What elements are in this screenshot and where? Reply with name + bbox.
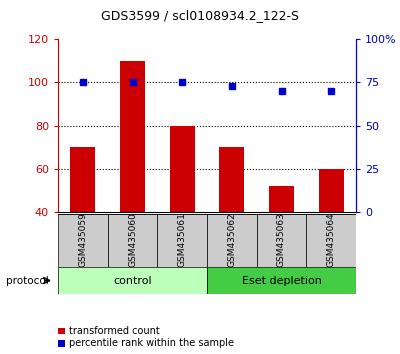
Text: Eset depletion: Eset depletion (242, 275, 322, 286)
Text: protocol: protocol (6, 275, 49, 286)
Bar (58, 214, 108, 267)
Bar (120, 61, 145, 212)
Text: GSM435060: GSM435060 (128, 212, 137, 267)
Bar (207, 214, 257, 267)
Bar (319, 169, 344, 212)
Text: GSM435061: GSM435061 (178, 212, 187, 267)
Bar (157, 214, 207, 267)
Text: transformed count: transformed count (69, 326, 160, 336)
Bar (269, 186, 294, 212)
Bar (108, 214, 157, 267)
Bar (170, 126, 194, 212)
Bar (220, 147, 244, 212)
Text: GSM435059: GSM435059 (78, 212, 87, 267)
Text: GSM435064: GSM435064 (327, 212, 336, 267)
Text: GSM435063: GSM435063 (277, 212, 286, 267)
Bar (58, 267, 207, 294)
Bar (257, 214, 306, 267)
Bar (306, 214, 356, 267)
Text: control: control (113, 275, 152, 286)
Text: GDS3599 / scl0108934.2_122-S: GDS3599 / scl0108934.2_122-S (101, 10, 299, 22)
Text: percentile rank within the sample: percentile rank within the sample (69, 338, 234, 348)
Bar (207, 267, 356, 294)
Text: GSM435062: GSM435062 (227, 212, 236, 267)
Bar (70, 147, 95, 212)
